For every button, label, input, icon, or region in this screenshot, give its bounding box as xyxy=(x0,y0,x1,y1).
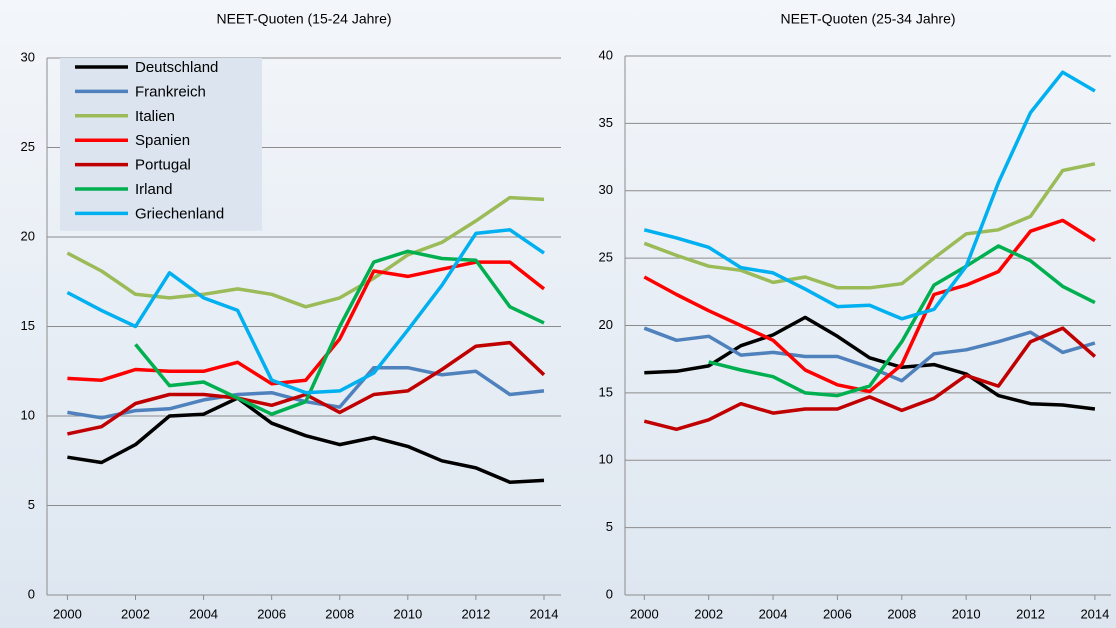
y-tick-label: 20 xyxy=(599,317,613,332)
x-tick-label: 2000 xyxy=(630,606,659,621)
y-tick-label: 15 xyxy=(21,318,35,333)
x-tick-label: 2008 xyxy=(887,606,916,621)
legend-label: Irland xyxy=(135,181,173,198)
series-line xyxy=(67,260,546,386)
series-line xyxy=(67,396,545,484)
x-tick-label: 2006 xyxy=(257,606,286,621)
series-line xyxy=(643,162,1096,290)
series-line xyxy=(643,218,1096,394)
y-tick-label: 0 xyxy=(28,586,35,601)
legend-label: Italien xyxy=(135,108,175,125)
y-tick-label: 15 xyxy=(599,384,613,399)
legend-label: Portugal xyxy=(135,157,191,174)
x-tick-label: 2014 xyxy=(1080,606,1109,621)
x-tick-label: 2004 xyxy=(759,606,788,621)
x-tick-label: 2006 xyxy=(823,606,852,621)
x-tick-label: 2002 xyxy=(694,606,723,621)
chart-title: NEET-Quoten (15-24 Jahre) xyxy=(216,11,391,27)
legend-label: Spanien xyxy=(135,132,190,149)
legend-box xyxy=(60,58,262,231)
y-tick-label: 5 xyxy=(28,497,35,512)
x-tick-label: 2008 xyxy=(325,606,354,621)
x-tick-label: 2002 xyxy=(121,606,150,621)
series-line xyxy=(66,228,545,395)
legend-label: Frankreich xyxy=(135,83,206,100)
x-tick-label: 2014 xyxy=(530,606,559,621)
y-tick-label: 10 xyxy=(599,452,613,467)
y-tick-label: 40 xyxy=(599,47,613,62)
x-tick-label: 2012 xyxy=(461,606,490,621)
y-tick-label: 20 xyxy=(21,228,35,243)
legend-label: Griechenland xyxy=(135,205,224,222)
y-tick-label: 10 xyxy=(21,407,35,422)
y-tick-label: 25 xyxy=(599,250,613,265)
series-line xyxy=(643,70,1096,321)
y-tick-label: 0 xyxy=(606,586,613,601)
series-line xyxy=(644,315,1096,411)
series-line xyxy=(66,195,545,309)
series-line xyxy=(134,249,545,416)
x-tick-label: 2010 xyxy=(952,606,981,621)
legend-label: Deutschland xyxy=(135,59,218,76)
x-tick-label: 2010 xyxy=(393,606,422,621)
series-line xyxy=(643,326,1097,432)
x-tick-label: 2000 xyxy=(53,606,82,621)
x-tick-label: 2004 xyxy=(189,606,218,621)
y-tick-label: 30 xyxy=(599,182,613,197)
series-line xyxy=(67,340,546,436)
y-tick-label: 30 xyxy=(21,49,35,64)
y-tick-label: 25 xyxy=(21,139,35,154)
y-tick-label: 35 xyxy=(599,115,613,130)
series-line xyxy=(708,244,1096,398)
y-tick-label: 5 xyxy=(606,519,613,534)
chart-title: NEET-Quoten (25-34 Jahre) xyxy=(780,11,955,27)
series-line xyxy=(643,326,1096,383)
x-tick-label: 2012 xyxy=(1016,606,1045,621)
